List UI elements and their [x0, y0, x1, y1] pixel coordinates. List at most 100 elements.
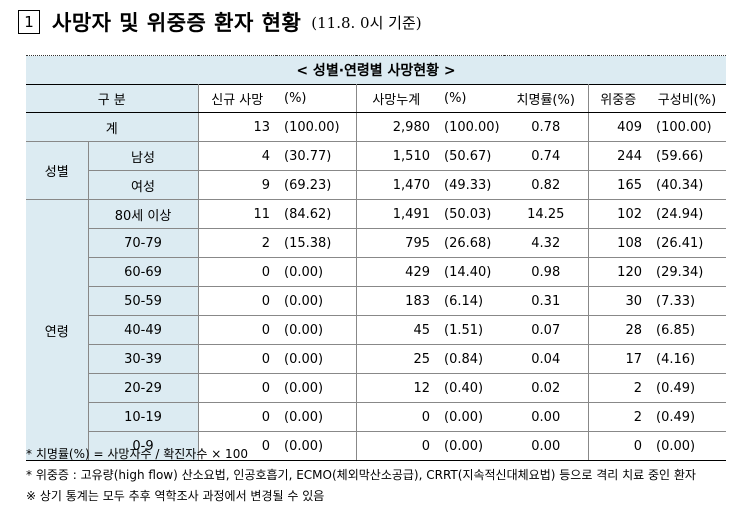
table-row: 50-59 0 (0.00) 183 (6.14) 0.31 30 (7.33): [26, 286, 726, 316]
cell-new-pct: (69.23): [276, 170, 357, 200]
cell-fatality: 0.00: [504, 431, 589, 461]
cell-fatality: 0.98: [504, 257, 589, 287]
cell-cum-deaths: 12: [356, 373, 436, 403]
table-row: 30-39 0 (0.00) 25 (0.84) 0.04 17 (4.16): [26, 344, 726, 374]
cell-composition: (40.34): [648, 170, 726, 200]
cell-cum-pct: (0.00): [436, 431, 504, 461]
cell-fatality: 0.00: [504, 402, 589, 432]
cell-new-deaths: 0: [198, 344, 276, 374]
death-stats-table: < 성별·연령별 사망현황 > 구 분 신규 사망 (%) 사망누계 (%) 치…: [26, 55, 726, 461]
cell-critical: 102: [588, 199, 648, 229]
cell-new-pct: (100.00): [276, 112, 357, 142]
row-label: 20-29: [88, 373, 199, 403]
cell-critical: 30: [588, 286, 648, 316]
row-label: 여성: [88, 170, 199, 200]
cell-critical: 409: [588, 112, 648, 142]
cell-composition: (100.00): [648, 112, 726, 142]
cell-fatality: 0.74: [504, 141, 589, 171]
cell-new-deaths: 0: [198, 431, 276, 461]
cell-cum-pct: (26.68): [436, 228, 504, 258]
cell-cum-deaths: 183: [356, 286, 436, 316]
cell-cum-pct: (14.40): [436, 257, 504, 287]
header-composition: 구성비(%): [648, 84, 726, 113]
cell-critical: 17: [588, 344, 648, 374]
cell-cum-deaths: 0: [356, 402, 436, 432]
cell-cum-pct: (49.33): [436, 170, 504, 200]
row-label: 남성: [88, 141, 199, 171]
cell-critical: 165: [588, 170, 648, 200]
cell-new-deaths: 2: [198, 228, 276, 258]
cell-new-pct: (0.00): [276, 344, 357, 374]
table-row-total: 계 13 (100.00) 2,980 (100.00) 0.78 409 (1…: [26, 112, 726, 142]
cell-composition: (0.49): [648, 373, 726, 403]
table-row: 10-19 0 (0.00) 0 (0.00) 0.00 2 (0.49): [26, 402, 726, 432]
header-fatality: 치명률(%): [504, 84, 589, 113]
header-critical: 위중증: [588, 84, 648, 113]
table-row: 여성 9 (69.23) 1,470 (49.33) 0.82 165 (40.…: [26, 170, 726, 200]
page-title: 1 사망자 및 위중증 환자 현황 (11.8. 0시 기준): [18, 6, 422, 38]
title-date: (11.8. 0시 기준): [311, 13, 422, 32]
cell-new-deaths: 9: [198, 170, 276, 200]
cell-cum-pct: (0.84): [436, 344, 504, 374]
row-label: 10-19: [88, 402, 199, 432]
table-row: 연령 80세 이상 11 (84.62) 1,491 (50.03) 14.25…: [26, 199, 726, 461]
cell-cum-deaths: 1,510: [356, 141, 436, 171]
cell-critical: 108: [588, 228, 648, 258]
cell-new-pct: (84.62): [276, 199, 357, 229]
table-row: 성별 남성 4 (30.77) 1,510 (50.67) 0.74 244 (…: [26, 141, 726, 200]
group-label-age: 연령: [26, 199, 89, 461]
cell-critical: 244: [588, 141, 648, 171]
row-label: 80세 이상: [88, 199, 199, 229]
cell-composition: (0.00): [648, 431, 726, 461]
cell-critical: 0: [588, 431, 648, 461]
title-text: 사망자 및 위중증 환자 현황: [52, 11, 302, 35]
table-row: 60-69 0 (0.00) 429 (14.40) 0.98 120 (29.…: [26, 257, 726, 287]
cell-new-deaths: 0: [198, 286, 276, 316]
cell-fatality: 0.82: [504, 170, 589, 200]
footnotes: * 치명률(%) = 사망자수 / 확진자수 × 100 * 위중증 : 고유량…: [26, 444, 696, 507]
cell-new-pct: (0.00): [276, 402, 357, 432]
cell-composition: (7.33): [648, 286, 726, 316]
cell-fatality: 0.02: [504, 373, 589, 403]
cell-new-deaths: 13: [198, 112, 276, 142]
cell-critical: 120: [588, 257, 648, 287]
cell-cum-pct: (0.40): [436, 373, 504, 403]
table-row: 20-29 0 (0.00) 12 (0.40) 0.02 2 (0.49): [26, 373, 726, 403]
cell-critical: 2: [588, 373, 648, 403]
row-label: 50-59: [88, 286, 199, 316]
group-label-sex: 성별: [26, 141, 89, 200]
cell-new-deaths: 0: [198, 315, 276, 345]
row-label: 30-39: [88, 344, 199, 374]
cell-cum-pct: (50.03): [436, 199, 504, 229]
cell-new-pct: (0.00): [276, 315, 357, 345]
table-row: 40-49 0 (0.00) 45 (1.51) 0.07 28 (6.85): [26, 315, 726, 345]
header-new-deaths: 신규 사망: [198, 84, 276, 113]
table-header-row: 구 분 신규 사망 (%) 사망누계 (%) 치명률(%) 위중증 구성비(%): [26, 84, 726, 113]
cell-cum-pct: (0.00): [436, 402, 504, 432]
cell-cum-pct: (100.00): [436, 112, 504, 142]
cell-critical: 28: [588, 315, 648, 345]
header-cum-pct: (%): [436, 84, 504, 113]
cell-new-pct: (30.77): [276, 141, 357, 171]
cell-cum-deaths: 795: [356, 228, 436, 258]
cell-new-deaths: 11: [198, 199, 276, 229]
header-cum-deaths: 사망누계: [356, 84, 436, 113]
table-caption: < 성별·연령별 사망현황 >: [26, 55, 726, 85]
cell-new-deaths: 0: [198, 373, 276, 403]
cell-fatality: 0.04: [504, 344, 589, 374]
cell-composition: (0.49): [648, 402, 726, 432]
cell-new-deaths: 4: [198, 141, 276, 171]
cell-cum-pct: (50.67): [436, 141, 504, 171]
cell-cum-deaths: 429: [356, 257, 436, 287]
cell-cum-deaths: 0: [356, 431, 436, 461]
cell-new-deaths: 0: [198, 257, 276, 287]
table-row: 0-9 0 (0.00) 0 (0.00) 0.00 0 (0.00): [26, 431, 726, 461]
row-label: 60-69: [88, 257, 199, 287]
cell-composition: (6.85): [648, 315, 726, 345]
header-new-pct: (%): [276, 84, 357, 113]
row-label: 70-79: [88, 228, 199, 258]
cell-new-deaths: 0: [198, 402, 276, 432]
row-label-total: 계: [26, 112, 199, 142]
table-row: 70-79 2 (15.38) 795 (26.68) 4.32 108 (26…: [26, 228, 726, 258]
cell-new-pct: (0.00): [276, 257, 357, 287]
